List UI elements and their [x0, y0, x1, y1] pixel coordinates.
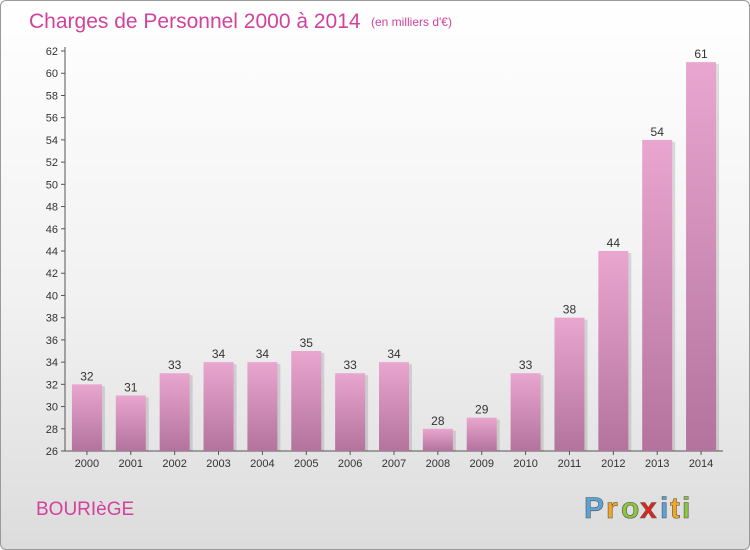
- x-tick-label: 2014: [689, 458, 713, 470]
- bar-2003: [203, 362, 234, 451]
- data-label: 33: [519, 358, 533, 372]
- bar-2005: [291, 351, 322, 451]
- chart-title: Charges de Personnel 2000 à 2014: [29, 10, 361, 33]
- data-label: 44: [607, 236, 621, 250]
- bar-2001: [115, 395, 146, 451]
- y-tick-label: 34: [46, 357, 58, 369]
- y-tick-label: 44: [46, 246, 58, 258]
- commune-name: BOURIèGE: [36, 499, 134, 520]
- chart-subtitle: (en milliers d'€): [371, 15, 452, 29]
- data-label: 33: [343, 358, 357, 372]
- data-label: 34: [387, 347, 401, 361]
- data-label: 61: [694, 47, 708, 61]
- data-label: 29: [475, 403, 489, 417]
- data-label: 34: [212, 347, 226, 361]
- y-tick-label: 60: [46, 68, 58, 80]
- y-tick-label: 42: [46, 268, 58, 280]
- y-tick-label: 56: [46, 113, 58, 125]
- bar-2006: [335, 373, 366, 451]
- bar-2013: [642, 139, 673, 451]
- bar-2010: [510, 373, 541, 451]
- bar-2014: [686, 62, 717, 451]
- logo-letter: t: [670, 492, 680, 525]
- y-tick-label: 48: [46, 202, 58, 214]
- bar-2002: [159, 373, 190, 451]
- x-tick-label: 2005: [294, 458, 318, 470]
- y-tick-label: 26: [46, 446, 58, 458]
- x-tick-label: 2011: [558, 458, 582, 470]
- data-label: 32: [80, 369, 94, 383]
- bar-2011: [554, 317, 585, 451]
- logo-letter: x: [640, 492, 657, 525]
- bar-2004: [247, 362, 278, 451]
- x-tick-label: 2009: [469, 458, 493, 470]
- bars: 32 31 33 34 34 35 33 34 28 29 33 38 44 54 61: [71, 47, 720, 451]
- y-tick-label: 28: [46, 424, 58, 436]
- y-tick-label: 38: [46, 313, 58, 325]
- y-tick-label: 30: [46, 402, 58, 414]
- y-tick-label: 62: [46, 46, 58, 58]
- data-label: 31: [124, 380, 138, 394]
- bar-2007: [379, 362, 409, 451]
- y-tick-label: 36: [46, 335, 58, 347]
- x-tick-label: 2013: [645, 458, 669, 470]
- data-label: 35: [300, 336, 314, 350]
- x-tick-label: 2000: [75, 458, 99, 470]
- data-label: 34: [256, 347, 270, 361]
- y-tick-label: 52: [46, 157, 58, 169]
- y-tick-label: 54: [46, 135, 58, 147]
- x-tick-label: 2002: [162, 458, 186, 470]
- data-label: 28: [431, 414, 445, 428]
- y-tick-label: 58: [46, 90, 58, 102]
- x-tick-label: 2010: [513, 458, 537, 470]
- data-label: 38: [563, 303, 577, 317]
- x-tick-label: 2007: [382, 458, 406, 470]
- y-tick-label: 50: [46, 179, 58, 191]
- data-label: 33: [168, 358, 182, 372]
- bar-2008: [422, 428, 453, 451]
- x-tick-label: 2004: [250, 458, 274, 470]
- x-tick-label: 2012: [601, 458, 625, 470]
- y-tick-label: 32: [46, 379, 58, 391]
- x-tick-label: 2006: [338, 458, 362, 470]
- logo-letter: o: [621, 492, 639, 525]
- y-tick-label: 46: [46, 224, 58, 236]
- x-tick-label: 2003: [206, 458, 230, 470]
- bar-2000: [71, 384, 102, 451]
- logo-letter: i: [660, 492, 668, 525]
- logo-letter: r: [606, 492, 618, 525]
- bar-2012: [598, 251, 629, 451]
- logo-letter: i: [682, 492, 690, 525]
- logo-letter: P: [584, 492, 604, 525]
- axes: 26 28 30 32 34 36 38 40 42 44 46 48 50 52 54 56 58 60 62 20…: [46, 46, 723, 470]
- bar-2009: [466, 417, 497, 451]
- x-tick-label: 2008: [426, 458, 450, 470]
- data-label: 54: [651, 125, 665, 139]
- y-tick-label: 40: [46, 290, 58, 302]
- x-tick-label: 2001: [119, 458, 143, 470]
